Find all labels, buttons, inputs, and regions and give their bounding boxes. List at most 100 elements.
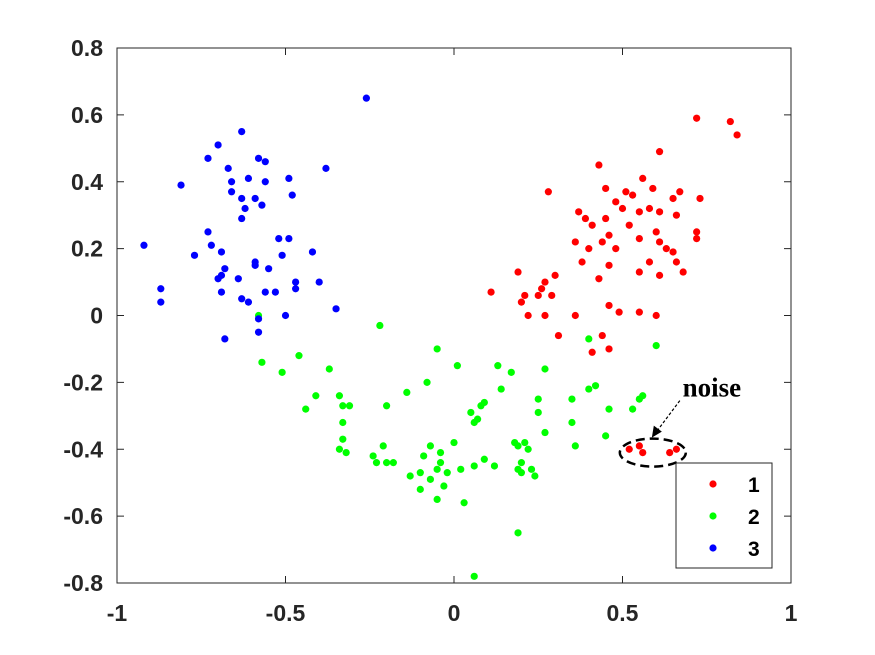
point-series-2	[383, 459, 391, 467]
point-series-3	[322, 164, 330, 172]
point-series-1	[662, 245, 670, 253]
point-series-2	[524, 445, 532, 453]
point-series-1	[534, 291, 542, 300]
point-series-3	[285, 174, 293, 183]
point-series-3	[238, 127, 246, 136]
point-series-2	[426, 442, 435, 450]
point-series-2	[335, 392, 344, 400]
point-series-3	[292, 285, 300, 293]
x-tick-label: -1	[107, 600, 128, 626]
point-series-2	[416, 469, 424, 477]
point-series-1	[676, 188, 684, 196]
point-series-2	[497, 385, 505, 393]
point-series-1	[588, 221, 596, 229]
point-series-1	[618, 204, 627, 213]
point-series-3	[227, 188, 236, 196]
point-series-2	[585, 335, 593, 343]
point-series-1	[571, 238, 579, 246]
point-series-1	[521, 291, 529, 300]
point-series-2	[629, 405, 637, 413]
point-series-3	[254, 154, 263, 162]
point-series-2	[339, 418, 347, 427]
point-series-2	[302, 405, 310, 413]
noise-arrow-head	[651, 425, 662, 438]
point-series-2	[541, 365, 549, 373]
point-series-2	[534, 408, 542, 417]
point-series-1	[605, 231, 613, 239]
point-series-2	[443, 469, 451, 477]
y-tick-label: 0.6	[71, 102, 103, 128]
point-series-1	[635, 268, 643, 276]
point-series-2	[652, 341, 660, 350]
point-series-1	[635, 208, 643, 216]
point-series-3	[238, 194, 246, 203]
point-series-1	[605, 301, 613, 310]
point-series-1	[588, 348, 596, 356]
point-series-2	[372, 459, 381, 467]
point-series-1	[672, 211, 681, 219]
point-series-1	[693, 234, 701, 243]
point-series-1	[578, 258, 586, 266]
y-tick-label: 0.2	[71, 236, 103, 262]
point-series-2	[369, 452, 377, 460]
point-series-3	[217, 248, 226, 256]
point-series-2	[436, 459, 445, 467]
point-series-3	[261, 288, 269, 296]
point-series-2	[490, 462, 499, 470]
point-series-2	[423, 378, 431, 386]
y-tick-label: 0.8	[71, 35, 103, 61]
point-series-2	[403, 388, 411, 397]
point-series-2	[433, 345, 441, 353]
y-tick-label: 0	[90, 303, 103, 329]
point-series-2	[295, 352, 303, 360]
point-series-2	[433, 465, 441, 473]
point-series-1	[514, 268, 522, 276]
point-series-3	[315, 278, 323, 286]
point-series-3	[177, 181, 185, 189]
point-series-3	[261, 158, 269, 166]
point-series-2	[585, 385, 593, 393]
point-series-3	[254, 315, 263, 323]
point-series-3	[221, 265, 229, 273]
point-series-1	[544, 188, 552, 196]
point-series-3	[244, 174, 253, 183]
point-series-1	[612, 245, 620, 253]
point-series-1	[605, 345, 613, 353]
point-series-1	[635, 234, 643, 243]
noise-label: noise	[683, 373, 742, 403]
point-series-3	[157, 285, 165, 293]
point-series-2	[514, 442, 522, 450]
point-series-2	[568, 395, 576, 403]
point-series-1	[693, 114, 701, 122]
point-series-3	[234, 275, 242, 283]
legend-label-3: 3	[748, 538, 760, 561]
point-series-1	[635, 442, 643, 450]
point-series-2	[335, 445, 344, 453]
point-series-1	[595, 161, 603, 169]
point-series-1	[629, 191, 637, 199]
point-series-2	[534, 395, 542, 403]
point-series-1	[554, 331, 563, 340]
point-series-2	[339, 402, 347, 410]
point-series-2	[406, 472, 414, 480]
point-series-2	[433, 495, 441, 504]
point-series-1	[679, 268, 687, 276]
point-series-1	[487, 288, 495, 296]
point-series-1	[551, 271, 559, 279]
point-series-2	[514, 529, 522, 537]
point-series-1	[615, 308, 623, 316]
point-series-3	[251, 261, 259, 269]
point-series-2	[258, 358, 266, 366]
point-series-2	[568, 418, 576, 427]
legend-marker-1	[709, 480, 717, 488]
point-series-2	[531, 472, 539, 480]
x-tick-label: -0.5	[266, 600, 306, 626]
point-series-1	[602, 214, 610, 223]
point-series-1	[669, 194, 677, 203]
point-series-1	[639, 448, 647, 457]
point-series-3	[227, 178, 236, 186]
point-series-2	[541, 428, 549, 437]
point-series-2	[517, 469, 526, 477]
point-series-3	[217, 288, 226, 296]
